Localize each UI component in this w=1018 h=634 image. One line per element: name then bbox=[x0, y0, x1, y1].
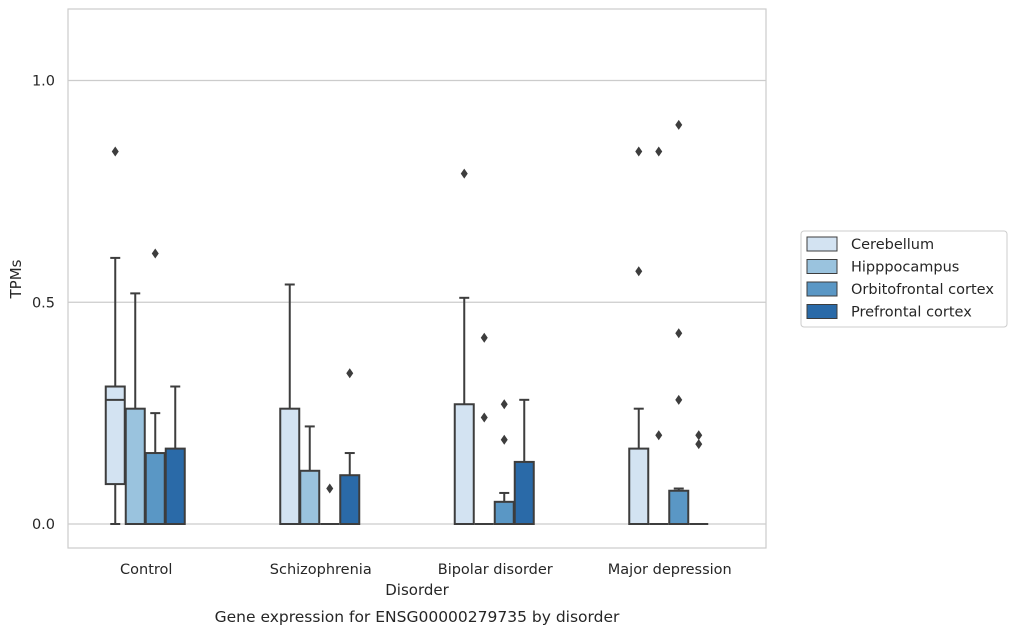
outlier-point bbox=[635, 266, 643, 277]
outlier-point bbox=[460, 168, 468, 179]
box-body bbox=[144, 452, 166, 526]
legend-label: Cerebellum bbox=[851, 237, 934, 253]
plot-area-frame bbox=[67, 8, 767, 549]
box bbox=[104, 146, 126, 525]
grid-lines bbox=[68, 79, 766, 525]
box-body bbox=[628, 447, 650, 526]
legend-frame bbox=[800, 230, 1008, 328]
outlier-point bbox=[675, 119, 683, 130]
box bbox=[628, 146, 650, 526]
box-body bbox=[299, 469, 321, 525]
box-body bbox=[513, 460, 535, 526]
legend: Cerebellum Hipppocampus Orbitofrontal cort… bbox=[800, 230, 1008, 328]
box bbox=[649, 146, 669, 525]
box bbox=[299, 425, 321, 525]
outlier-point bbox=[480, 412, 488, 423]
box-body bbox=[668, 489, 690, 525]
x-tick-labels: Control Schizophrenia Bipolar disorder Majo… bbox=[120, 562, 732, 578]
box bbox=[339, 368, 361, 525]
outlier-point bbox=[111, 146, 119, 157]
y-axis-label: TPMs bbox=[7, 259, 25, 299]
box-body bbox=[339, 474, 361, 525]
legend-swatch bbox=[806, 281, 838, 297]
box bbox=[320, 483, 340, 525]
boxes bbox=[104, 119, 709, 526]
outlier-point bbox=[655, 430, 663, 441]
chart-caption: Gene expression for ENSG00000279735 by d… bbox=[215, 608, 620, 626]
x-tick-label: Schizophrenia bbox=[270, 562, 372, 578]
box bbox=[668, 119, 690, 525]
x-axis-label: Disorder bbox=[385, 581, 449, 599]
x-tick-label: Control bbox=[120, 562, 172, 578]
outlier-point bbox=[695, 430, 703, 441]
outlier-point bbox=[480, 332, 488, 343]
outlier-point bbox=[346, 368, 354, 379]
box bbox=[513, 398, 535, 526]
legend-label: Orbitofrontal cortex bbox=[851, 282, 994, 298]
legend-label: Hipppocampus bbox=[851, 260, 959, 276]
y-tick-label: 0.5 bbox=[32, 295, 55, 311]
outlier-point bbox=[151, 248, 159, 259]
box bbox=[279, 283, 301, 525]
box bbox=[493, 399, 515, 526]
legend-swatch bbox=[806, 259, 838, 274]
box-body bbox=[104, 385, 126, 486]
y-tick-labels: 0.00.51.01.52.0 bbox=[32, 74, 55, 534]
outlier-point bbox=[500, 434, 508, 445]
box-body bbox=[453, 403, 475, 526]
legend-swatch bbox=[806, 236, 838, 252]
box-body bbox=[124, 407, 146, 525]
box bbox=[474, 332, 494, 525]
outlier-point bbox=[500, 399, 508, 410]
y-tick-label: 1.0 bbox=[32, 74, 55, 90]
box-body bbox=[493, 500, 515, 526]
outlier-point bbox=[635, 146, 643, 157]
x-tick-label: Major depression bbox=[608, 562, 732, 578]
box-body bbox=[279, 407, 301, 525]
y-tick-label: 0.0 bbox=[32, 517, 55, 533]
box bbox=[124, 292, 146, 525]
box bbox=[144, 248, 166, 526]
box bbox=[164, 385, 186, 526]
outlier-point bbox=[695, 439, 703, 450]
legend-label: Prefrontal cortex bbox=[851, 305, 972, 321]
outlier-point bbox=[655, 146, 663, 157]
box bbox=[689, 430, 709, 525]
x-tick-label: Bipolar disorder bbox=[438, 562, 553, 578]
box bbox=[453, 168, 475, 526]
outlier-point bbox=[675, 394, 683, 405]
outlier-point bbox=[326, 483, 334, 494]
box-body bbox=[164, 447, 186, 526]
outlier-point bbox=[675, 328, 683, 339]
legend-swatch bbox=[806, 304, 838, 319]
